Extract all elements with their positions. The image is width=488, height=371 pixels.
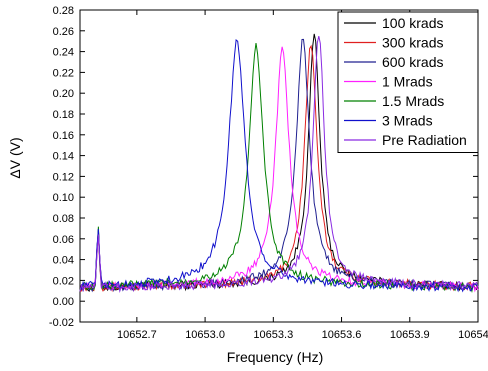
series-layer [79,33,479,294]
y-tick-label: 0.24 [53,47,74,59]
series-line [79,39,479,293]
series-line [79,35,479,293]
legend-label: 100 krads [382,15,443,31]
legend-label: 600 krads [382,54,443,70]
y-tick-label: 0.22 [53,67,74,79]
x-tick-label: 10652.7 [117,329,157,341]
legend-label: 1 Mrads [382,74,433,90]
y-tick-label: 0.00 [53,296,74,308]
plot-frame [79,9,479,323]
legend-label: Pre Radiation [382,132,467,148]
x-tick-label: 10653.6 [322,329,362,341]
y-tick-label: -0.02 [49,317,74,329]
legend-label: 3 Mrads [382,113,433,129]
y-tick-label: 0.04 [53,255,74,267]
y-tick-label: 0.14 [53,151,74,163]
legend: 100 krads 300 krads 600 krads 1 Mrads 1.5 Mr… [337,11,479,153]
x-tick-label: 10653.9 [390,329,430,341]
x-tick-label: 10653.3 [253,329,293,341]
y-tick-label: 0.16 [53,130,74,142]
y-tick-label: 0.06 [53,234,74,246]
y-axis-title: ΔV (V) [7,137,23,178]
y-tick-label: 0.26 [53,26,74,38]
legend-label: 300 krads [382,35,443,51]
x-tick-label: 10653.0 [185,329,225,341]
y-tick-label: 0.18 [53,109,74,121]
series-line [79,43,479,294]
x-axis-title: Frequency (Hz) [227,349,323,365]
y-tick-label: 0.10 [53,192,74,204]
legend-box [337,11,479,153]
y-tick-label: 0.02 [53,275,74,287]
x-axis: 10652.7 10653.0 10653.3 10653.6 10653.9 10654… [117,10,488,341]
legend-label: 1.5 Mrads [382,93,444,109]
y-tick-label: 0.20 [53,88,74,100]
x-tick-label: 10654.2 [458,329,488,341]
y-tick-label: 0.28 [53,5,74,17]
y-tick-label: 0.12 [53,171,74,183]
y-axis: -0.02 0.00 0.02 0.04 0.06 0.08 0.10 0.12 0.14 0.1… [49,5,478,329]
y-tick-label: 0.08 [53,213,74,225]
